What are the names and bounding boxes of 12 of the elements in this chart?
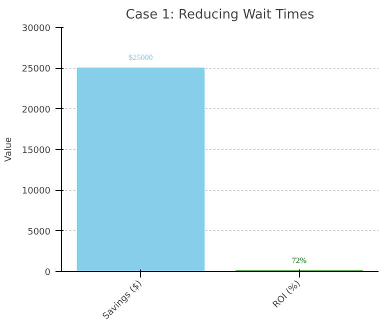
data-label: $25000 [128, 53, 153, 62]
y-tick-label: 25000 [22, 64, 51, 75]
y-tick-label: 15000 [22, 146, 51, 156]
y-tick-label: 10000 [22, 186, 51, 197]
y-tick-label: 0 [44, 268, 51, 278]
chart-title: Case 1: Reducing Wait Times [126, 8, 314, 22]
y-tick-label: 5000 [28, 227, 51, 238]
y-tick-label: 30000 [22, 24, 51, 34]
data-label: 72% [292, 256, 307, 265]
x-tick-label: ROI (%) [271, 278, 303, 310]
y-axis-title: Value [4, 136, 14, 162]
y-tick-label: 20000 [22, 105, 51, 116]
